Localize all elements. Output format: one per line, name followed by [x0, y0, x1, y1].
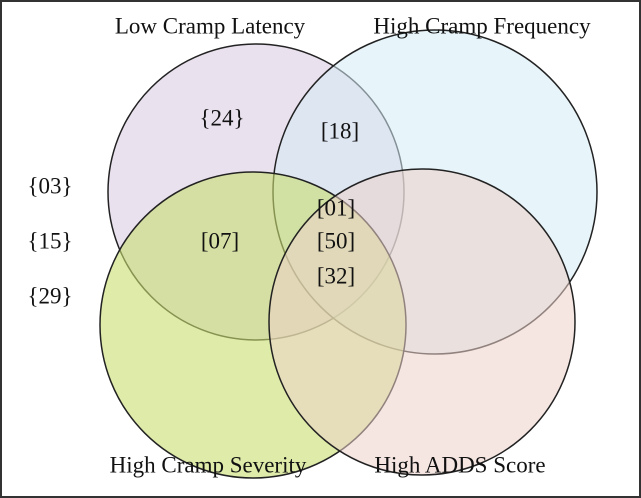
set-label: High ADDS Score	[374, 452, 545, 477]
region-count: [32]	[317, 263, 355, 288]
region-count: {24}	[199, 105, 244, 130]
set-label: High Cramp Severity	[110, 452, 307, 477]
region-count: [18]	[321, 118, 359, 143]
region-count: [01]	[317, 195, 355, 220]
set-label: High Cramp Frequency	[373, 13, 591, 38]
outside-count: {03}	[27, 173, 72, 198]
set-label: Low Cramp Latency	[115, 13, 306, 38]
region-count: [50]	[317, 228, 355, 253]
outside-count: {29}	[27, 283, 72, 308]
circle-high-adds-score	[268, 168, 576, 476]
outside-count: {15}	[27, 228, 72, 253]
region-count: [07]	[201, 228, 239, 253]
